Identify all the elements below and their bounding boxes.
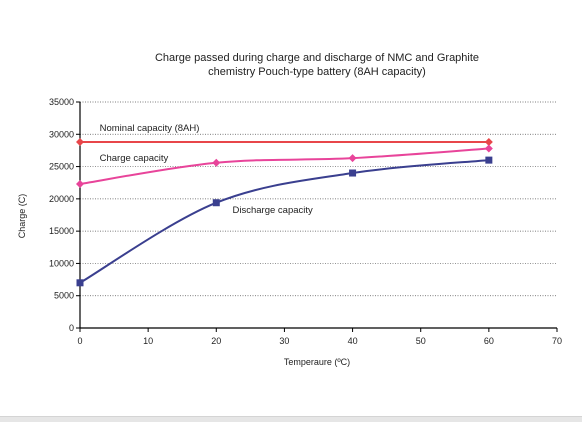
charge-capacity-point bbox=[212, 158, 221, 167]
y-tick-labels: 0 5000 10000 15000 20000 25000 30000 35000 bbox=[49, 97, 74, 333]
y-tick-label: 35000 bbox=[49, 97, 74, 107]
x-tick-label: 50 bbox=[416, 336, 426, 346]
chart-title-line-2: chemistry Pouch-type battery (8AH capaci… bbox=[208, 66, 426, 78]
footer-band bbox=[0, 416, 582, 422]
charge-capacity-point bbox=[348, 154, 357, 163]
chart-title-line-1: Charge passed during charge and discharg… bbox=[155, 52, 479, 64]
discharge-capacity-point bbox=[349, 169, 357, 177]
x-tick-label: 30 bbox=[279, 336, 289, 346]
y-tick-label: 5000 bbox=[54, 291, 74, 301]
charge-capacity-label: Charge capacity bbox=[100, 153, 169, 164]
charge-capacity-line bbox=[79, 147, 489, 185]
y-tick-label: 20000 bbox=[49, 194, 74, 204]
x-tick-label: 10 bbox=[143, 336, 153, 346]
series-group: Nominal capacity (8AH) Charge capacity Dis… bbox=[76, 123, 493, 287]
y-tick-label: 10000 bbox=[49, 258, 74, 268]
nominal-capacity-8ah-point bbox=[76, 138, 84, 147]
y-tick-label: 15000 bbox=[49, 226, 74, 236]
gridlines bbox=[80, 101, 557, 297]
discharge-capacity-point bbox=[212, 199, 220, 207]
discharge-capacity-point bbox=[485, 156, 493, 164]
discharge-capacity-point bbox=[76, 279, 84, 287]
discharge-capacity-label: Discharge capacity bbox=[233, 205, 314, 216]
x-tick-label: 40 bbox=[348, 336, 358, 346]
x-axis-label: Temperaure (ºC) bbox=[284, 357, 350, 367]
x-tick-label: 70 bbox=[552, 336, 562, 346]
axes bbox=[76, 101, 558, 332]
nominal-capacity-8ah-point bbox=[484, 138, 493, 147]
y-axis-label: Charge (C) bbox=[17, 194, 27, 239]
charge-capacity-point bbox=[484, 144, 493, 153]
charge-capacity-point bbox=[76, 180, 84, 189]
y-tick-label: 30000 bbox=[49, 129, 74, 139]
x-tick-label: 60 bbox=[484, 336, 494, 346]
x-tick-label: 20 bbox=[211, 336, 221, 346]
discharge-capacity-line bbox=[79, 159, 489, 284]
y-tick-label: 25000 bbox=[49, 162, 74, 172]
x-tick-label: 0 bbox=[77, 336, 82, 346]
x-tick-labels: 0 10 20 30 40 50 60 70 bbox=[77, 336, 562, 346]
y-tick-label: 0 bbox=[69, 323, 74, 333]
nominal-capacity-8ah-label: Nominal capacity (8AH) bbox=[100, 123, 200, 134]
